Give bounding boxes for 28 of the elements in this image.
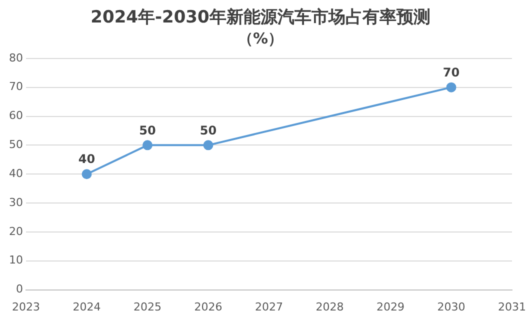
x-tick-label: 2031: [498, 300, 526, 314]
x-tick-label: 2029: [376, 300, 404, 314]
x-tick-label: 2026: [194, 300, 222, 314]
y-tick-label: 0: [16, 282, 23, 296]
x-tick-label: 2027: [255, 300, 283, 314]
x-tick-label: 2028: [316, 300, 344, 314]
y-tick-label: 60: [8, 109, 23, 122]
x-tick-label: 2030: [437, 300, 466, 314]
y-tick-label: 40: [8, 166, 23, 180]
y-tick-label: 20: [8, 224, 23, 238]
y-tick-label: 50: [8, 138, 23, 152]
point: [446, 82, 456, 92]
chart-subtitle: （%）: [238, 29, 284, 48]
y-tick-label: 70: [8, 80, 23, 94]
y-tick-label: 80: [8, 51, 23, 64]
point: [82, 169, 92, 180]
x-tick-label: 2023: [12, 300, 40, 314]
data-label: 70: [442, 65, 460, 80]
x-tick-label: 2024: [72, 300, 101, 314]
data-label: 50: [139, 123, 156, 138]
data-label: 40: [78, 152, 96, 166]
point: [142, 140, 152, 150]
y-tick-label: 30: [8, 196, 23, 209]
y-tick-label: 10: [8, 254, 23, 267]
data-label: 50: [200, 123, 217, 138]
point: [203, 140, 214, 150]
x-tick-label: 2025: [134, 300, 162, 314]
chart-title: 2024年-2030年新能源汽车市场占有率预测: [90, 8, 430, 28]
